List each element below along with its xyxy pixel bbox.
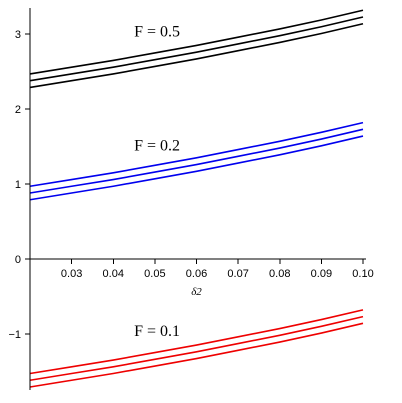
series-line-1 [29, 9, 364, 75]
x-tick-label: 0.06 [186, 268, 207, 280]
series-line-5 [29, 128, 364, 194]
x-tick-label: 0.10 [352, 268, 373, 280]
ticks-layer: 0.03 0.04 0.05 0.06 0.07 0.08 0.09 0.10 −1 0 1 2 3 [8, 29, 373, 341]
x-tick-label: 0.09 [311, 268, 332, 280]
series-line-9 [29, 322, 364, 388]
x-tick-label: 0.03 [61, 268, 82, 280]
axes-layer [29, 8, 366, 390]
annotation-label: F = 0.1 [134, 323, 180, 340]
y-tick-label: 1 [15, 179, 21, 191]
series-line-8 [29, 315, 364, 382]
x-axis-label: δ2 [191, 286, 202, 298]
y-tick-label: 2 [15, 104, 21, 116]
annotation-label: F = 0.2 [134, 137, 180, 154]
series-line-6 [29, 135, 364, 201]
annotations-layer: F = 0.5 F = 0.2 F = 0.1 [134, 23, 180, 340]
y-tick-label: 3 [15, 29, 21, 41]
y-tick-label: 0 [15, 254, 21, 266]
x-tick-label: 0.08 [269, 268, 290, 280]
series-line-2 [29, 16, 364, 82]
x-tick-label: 0.05 [144, 268, 165, 280]
series-line-4 [29, 121, 364, 188]
series-line-3 [29, 22, 364, 89]
y-tick-label: −1 [8, 329, 21, 341]
x-tick-label: 0.04 [103, 268, 124, 280]
x-tick-label: 0.07 [227, 268, 248, 280]
series-line-7 [29, 309, 364, 375]
annotation-label: F = 0.5 [134, 23, 180, 40]
series-layer [29, 9, 364, 388]
